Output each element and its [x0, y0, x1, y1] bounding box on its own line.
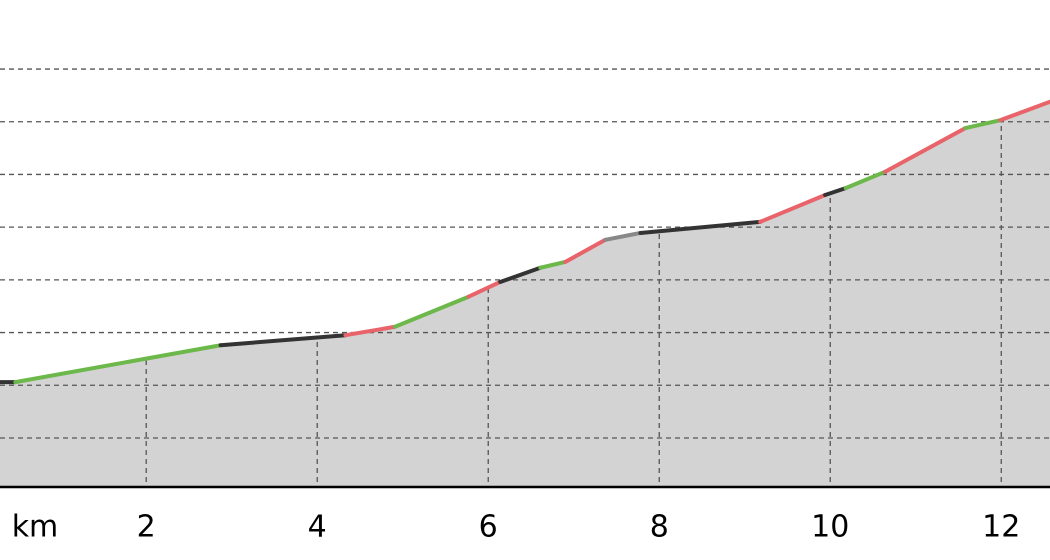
profile-segment [603, 230, 643, 242]
x-tick-label: 12 [982, 510, 1020, 545]
profile-segment [638, 219, 763, 235]
x-tick-label: 8 [650, 510, 669, 545]
profile-segment [882, 126, 968, 174]
profile-segment [758, 193, 828, 224]
profile-segment [343, 324, 398, 338]
x-axis-unit: km [12, 510, 59, 545]
x-tick-label: 4 [308, 510, 327, 545]
profile-segment [466, 279, 503, 299]
profile-segment [218, 333, 348, 348]
profile-segment [998, 99, 1050, 123]
profile-segment [563, 237, 608, 264]
x-tick-label: 6 [479, 510, 498, 545]
profile-segment [823, 186, 848, 198]
profile-segment [13, 343, 223, 385]
x-tick-label: 10 [811, 510, 849, 545]
profile-segment [393, 294, 471, 329]
profile-segment [498, 265, 543, 284]
elevation-area [0, 101, 1050, 487]
profile-segment [843, 169, 887, 191]
profile-segment [963, 118, 1003, 131]
x-tick-label: 2 [137, 510, 156, 545]
profile-segment [538, 259, 568, 270]
